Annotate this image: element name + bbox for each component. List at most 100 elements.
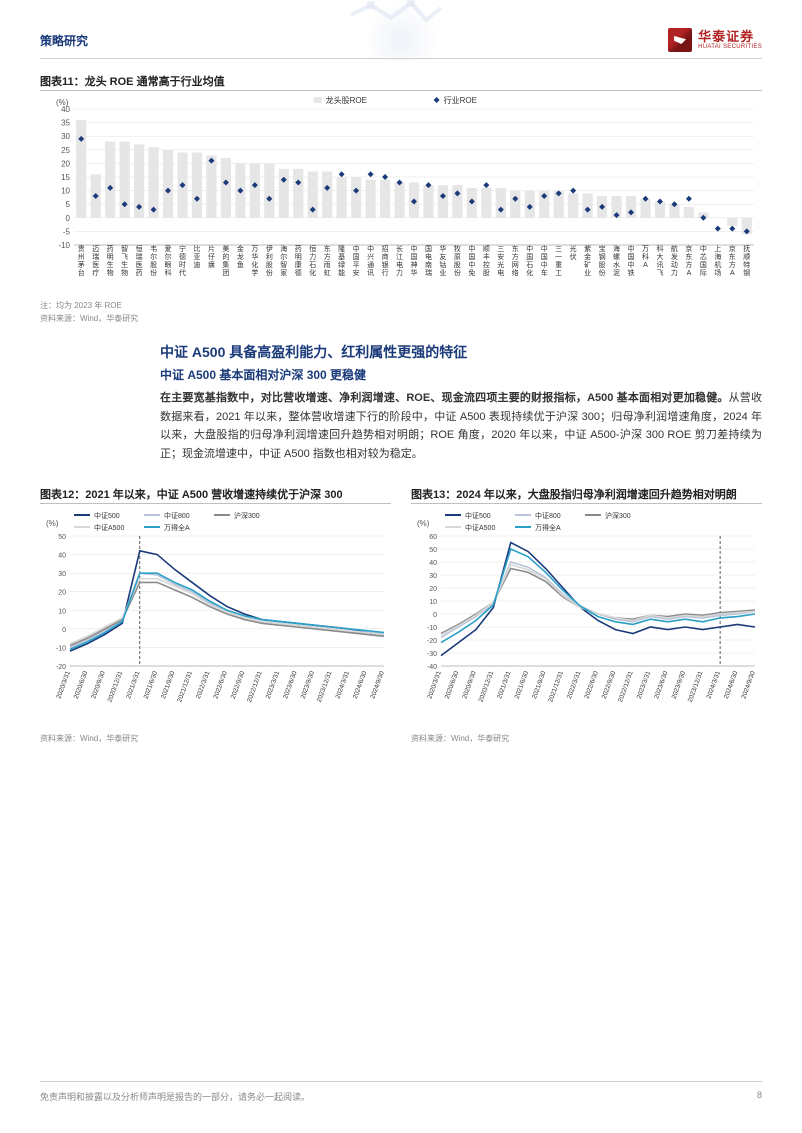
- svg-text:动: 动: [671, 260, 678, 269]
- svg-text:15: 15: [61, 173, 70, 182]
- svg-text:网: 网: [512, 261, 519, 269]
- svg-text:份: 份: [266, 268, 273, 277]
- svg-text:医: 医: [136, 261, 143, 269]
- svg-text:-10: -10: [58, 241, 70, 250]
- svg-text:电: 电: [425, 252, 432, 261]
- svg-text:2023/6/30: 2023/6/30: [653, 670, 670, 700]
- svg-text:丰: 丰: [483, 252, 490, 261]
- svg-text:海: 海: [280, 244, 287, 253]
- svg-text:际: 际: [700, 268, 707, 277]
- svg-text:特: 特: [743, 260, 750, 269]
- svg-text:通: 通: [367, 260, 374, 269]
- svg-text:水: 水: [613, 260, 620, 269]
- svg-text:-20: -20: [56, 664, 66, 671]
- svg-text:药: 药: [295, 244, 302, 253]
- chart13-title: 图表13：2024 年以来，大盘股指归母净利润增速回升趋势相对明朗: [411, 486, 762, 504]
- svg-text:京: 京: [729, 244, 736, 253]
- svg-text:中: 中: [468, 244, 475, 253]
- svg-text:2020/12/31: 2020/12/31: [107, 670, 125, 703]
- svg-text:2024/9/30: 2024/9/30: [369, 670, 386, 700]
- svg-text:明: 明: [295, 253, 302, 261]
- svg-text:2024/9/30: 2024/9/30: [740, 670, 757, 700]
- svg-text:30: 30: [429, 573, 437, 580]
- svg-text:恒: 恒: [309, 244, 316, 253]
- svg-text:学: 学: [251, 268, 258, 277]
- svg-text:钢: 钢: [743, 268, 750, 277]
- svg-text:沪深300: 沪深300: [234, 511, 260, 520]
- svg-text:德: 德: [179, 252, 186, 261]
- svg-text:络: 络: [512, 268, 519, 277]
- chart13: -40-30-20-100102030405060(%)中证500中证800沪深…: [411, 506, 762, 731]
- svg-text:0: 0: [433, 612, 437, 619]
- svg-text:绿: 绿: [338, 260, 345, 269]
- svg-text:神: 神: [411, 260, 418, 269]
- svg-text:2021/9/30: 2021/9/30: [531, 670, 548, 700]
- svg-text:瑞: 瑞: [425, 268, 432, 277]
- svg-text:韦: 韦: [150, 245, 157, 253]
- logo-icon: [668, 28, 692, 52]
- svg-text:泥: 泥: [613, 269, 620, 277]
- svg-text:2022/9/30: 2022/9/30: [601, 670, 618, 700]
- svg-text:友: 友: [439, 252, 446, 261]
- svg-text:国: 国: [411, 253, 418, 261]
- svg-text:石: 石: [526, 261, 533, 269]
- svg-text:60: 60: [429, 534, 437, 541]
- svg-text:疗: 疗: [92, 268, 99, 277]
- svg-text:份: 份: [150, 268, 157, 277]
- page-header: 策略研究 华泰证券 HUATAI SECURITIES: [40, 28, 762, 59]
- chart12-title: 图表12：2021 年以来，中证 A500 营收增速持续优于沪深 300: [40, 486, 391, 504]
- section-subtitle: 中证 A500 基本面相对沪深 300 更稳健: [160, 366, 762, 383]
- svg-text:海: 海: [714, 252, 721, 261]
- svg-text:海: 海: [613, 244, 620, 253]
- svg-text:化: 化: [526, 268, 533, 277]
- svg-text:行: 行: [382, 268, 389, 277]
- svg-text:2024/6/30: 2024/6/30: [352, 670, 369, 700]
- svg-text:国: 国: [628, 253, 635, 261]
- svg-text:台: 台: [78, 268, 85, 277]
- svg-text:讯: 讯: [656, 261, 663, 269]
- svg-text:份: 份: [454, 268, 461, 277]
- svg-text:平: 平: [353, 261, 360, 269]
- svg-text:银: 银: [382, 260, 389, 269]
- svg-text:50: 50: [58, 534, 66, 541]
- svg-text:兴: 兴: [367, 252, 374, 261]
- svg-text:-10: -10: [427, 625, 437, 632]
- svg-text:华: 华: [411, 268, 418, 277]
- paragraph-bold: 在主要宽基指数中，对比营收增速、净利润增速、ROE、现金流四项主要的财报指标，A…: [160, 392, 729, 404]
- svg-text:光: 光: [497, 260, 504, 269]
- svg-text:虹: 虹: [324, 268, 331, 277]
- svg-text:方: 方: [729, 260, 736, 269]
- svg-text:贵: 贵: [78, 244, 85, 253]
- svg-text:钴: 钴: [439, 260, 446, 269]
- svg-text:顺: 顺: [483, 245, 490, 253]
- chart12-note: 资料来源：Wind，华泰研究: [40, 733, 391, 744]
- chart12: -20-1001020304050(%)中证500中证800沪深300中证A50…: [40, 506, 391, 731]
- svg-text:宁: 宁: [179, 244, 186, 253]
- svg-text:中: 中: [468, 260, 475, 269]
- svg-text:2021/9/30: 2021/9/30: [160, 670, 177, 700]
- svg-text:癀: 癀: [208, 260, 215, 269]
- svg-text:华: 华: [251, 252, 258, 261]
- svg-text:中: 中: [541, 260, 548, 269]
- svg-text:业: 业: [439, 268, 446, 277]
- svg-text:40: 40: [429, 560, 437, 567]
- svg-text:国: 国: [353, 253, 360, 261]
- svg-text:康: 康: [295, 260, 302, 269]
- svg-text:集: 集: [222, 260, 229, 269]
- svg-text:能: 能: [338, 268, 345, 277]
- svg-text:迪: 迪: [193, 260, 200, 269]
- svg-text:中: 中: [628, 260, 635, 269]
- svg-text:讯: 讯: [367, 269, 374, 277]
- svg-text:2024/3/31: 2024/3/31: [335, 670, 352, 700]
- svg-text:生: 生: [121, 260, 128, 269]
- svg-text:紫: 紫: [584, 245, 591, 253]
- svg-text:2022/12/31: 2022/12/31: [246, 670, 264, 703]
- svg-text:方: 方: [512, 252, 519, 261]
- chart13-note: 资料来源：Wind，华泰研究: [411, 733, 762, 744]
- svg-text:药: 药: [136, 268, 143, 277]
- svg-text:(%): (%): [417, 519, 430, 528]
- svg-text:10: 10: [61, 187, 70, 196]
- svg-text:股: 股: [150, 261, 157, 269]
- svg-text:股: 股: [266, 261, 273, 269]
- svg-text:电: 电: [497, 268, 504, 277]
